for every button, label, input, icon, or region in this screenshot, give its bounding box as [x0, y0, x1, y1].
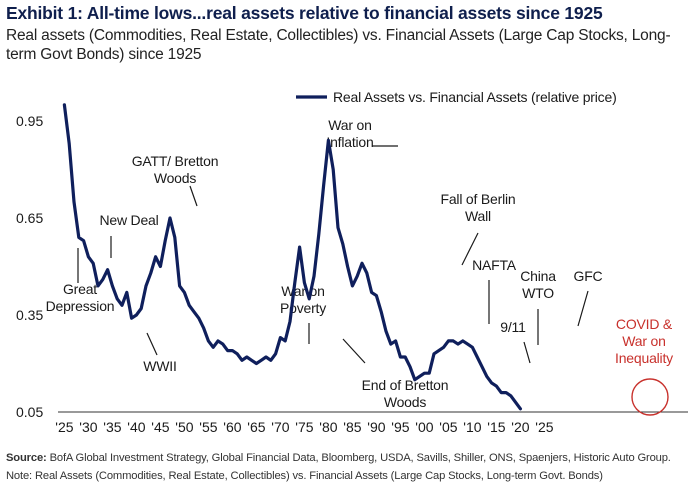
chart-subtitle: Real assets (Commodities, Real Estate, C… — [6, 27, 671, 63]
annotation-leader-line — [146, 332, 158, 356]
x-tick-label: '25 — [535, 419, 553, 435]
highlight-circle — [631, 378, 669, 416]
annotation: NAFTA — [472, 257, 517, 324]
annotation-label: China — [520, 268, 556, 284]
annotation-label: COVID & — [616, 316, 673, 332]
legend: Real Assets vs. Financial Assets (relati… — [296, 89, 617, 105]
x-tick-label: '30 — [79, 419, 97, 435]
annotation-label: Inequality — [615, 350, 673, 366]
legend-label: Real Assets vs. Financial Assets (relati… — [333, 89, 617, 105]
annotation: WWII — [143, 332, 177, 374]
x-tick-label: '95 — [391, 419, 409, 435]
annotation-label: Great — [63, 281, 97, 297]
x-tick-label: '55 — [199, 419, 217, 435]
x-tick-label: '25 — [55, 419, 73, 435]
annotation: New Deal — [99, 212, 159, 258]
x-tick-label: '90 — [367, 419, 385, 435]
x-tick-label: '05 — [439, 419, 457, 435]
annotation-leader-line — [189, 185, 198, 207]
annotation-label: War on — [328, 117, 371, 133]
annotation-label: New Deal — [99, 212, 158, 228]
x-tick-label: '35 — [103, 419, 121, 435]
annotation-label: Poverty — [280, 300, 326, 316]
annotation-label: 9/11 — [500, 319, 526, 335]
source-label: Source: — [6, 452, 47, 464]
x-tick-label: '10 — [463, 419, 481, 435]
annotation: 9/11 — [500, 319, 531, 364]
x-tick-label: '60 — [223, 419, 241, 435]
x-tick-label: '70 — [271, 419, 289, 435]
annotation-leader-line — [461, 232, 479, 266]
y-tick-label: 0.65 — [16, 210, 43, 226]
y-tick-label: 0.35 — [16, 307, 43, 323]
source-footnote: Source: BofA Global Investment Strategy,… — [6, 452, 671, 464]
y-tick-label: 0.05 — [16, 404, 43, 420]
annotation-label: WWII — [143, 358, 176, 374]
x-tick-label: '45 — [151, 419, 169, 435]
annotation-label: Woods — [384, 394, 427, 410]
annotation-label: NAFTA — [472, 257, 517, 273]
annotation-label: Fall of Berlin — [440, 191, 515, 207]
chart-title: Exhibit 1: All-time lows...real assets r… — [6, 3, 603, 23]
x-tick-label: '40 — [127, 419, 145, 435]
annotation-label: War on — [281, 283, 324, 299]
series-line-real-vs-financial — [62, 103, 523, 411]
note-footnote: Note: Real Assets (Commodities, Real Est… — [6, 470, 603, 482]
annotation-label: End of Bretton — [362, 377, 449, 393]
x-tick-label: '00 — [415, 419, 433, 435]
annotation-leader-line — [342, 338, 366, 364]
annotation: GFC — [574, 268, 603, 327]
annotation-label: GFC — [574, 268, 603, 284]
annotation-leader-line — [523, 341, 531, 364]
x-tick-label: '65 — [247, 419, 265, 435]
annotation-label: Wall — [465, 208, 491, 224]
source-text: BofA Global Investment Strategy, Global … — [46, 452, 671, 464]
annotation-label: Woods — [154, 170, 197, 186]
x-tick-label: '75 — [295, 419, 313, 435]
x-tick-label: '80 — [319, 419, 337, 435]
annotation-label: WTO — [522, 285, 554, 301]
y-tick-label: 0.95 — [16, 113, 43, 129]
annotation-leader-line — [577, 290, 589, 327]
x-tick-label: '50 — [175, 419, 193, 435]
x-tick-label: '20 — [511, 419, 529, 435]
annotation-label: Inflation — [326, 134, 373, 150]
annotation-label: GATT/ Bretton — [132, 153, 219, 169]
x-tick-label: '85 — [343, 419, 361, 435]
annotation-label: Depression — [46, 298, 115, 314]
relative-price-chart: '25 '30 '35 '40 '45 '50 '55 '60 '65 '70 '75 '80 '85 '… — [16, 89, 688, 435]
annotation-label: War on — [622, 333, 665, 349]
x-tick-label: '15 — [487, 419, 505, 435]
